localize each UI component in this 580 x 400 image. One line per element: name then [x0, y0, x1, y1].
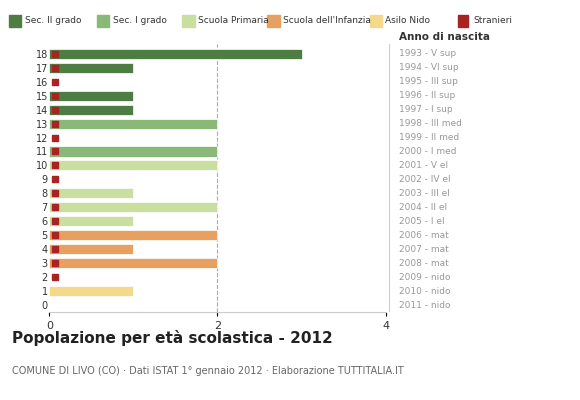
- Text: 1999 - II med: 1999 - II med: [400, 133, 459, 142]
- Bar: [49, 230, 218, 240]
- Text: Popolazione per età scolastica - 2012: Popolazione per età scolastica - 2012: [12, 330, 332, 346]
- FancyBboxPatch shape: [267, 14, 280, 28]
- Text: 2003 - III el: 2003 - III el: [400, 189, 450, 198]
- Text: 1994 - VI sup: 1994 - VI sup: [400, 63, 459, 72]
- Text: 1998 - III med: 1998 - III med: [400, 119, 462, 128]
- Bar: [49, 286, 133, 296]
- FancyBboxPatch shape: [182, 14, 194, 28]
- FancyBboxPatch shape: [458, 14, 468, 28]
- Text: 1997 - I sup: 1997 - I sup: [400, 105, 453, 114]
- Text: 2010 - nido: 2010 - nido: [400, 286, 451, 296]
- Text: 2001 - V el: 2001 - V el: [400, 161, 448, 170]
- Bar: [49, 202, 218, 212]
- Bar: [49, 244, 133, 254]
- Text: 1995 - III sup: 1995 - III sup: [400, 77, 458, 86]
- Text: Sec. II grado: Sec. II grado: [24, 16, 81, 25]
- Text: Stranieri: Stranieri: [474, 16, 513, 25]
- Bar: [49, 49, 302, 59]
- Text: 2005 - I el: 2005 - I el: [400, 217, 445, 226]
- Bar: [49, 258, 218, 268]
- Text: 2006 - mat: 2006 - mat: [400, 231, 449, 240]
- Text: 1993 - V sup: 1993 - V sup: [400, 49, 456, 58]
- Bar: [49, 146, 218, 156]
- Text: 2008 - mat: 2008 - mat: [400, 259, 449, 268]
- Bar: [49, 160, 218, 170]
- Bar: [49, 63, 133, 73]
- Text: Sec. I grado: Sec. I grado: [113, 16, 166, 25]
- Bar: [49, 104, 133, 115]
- Text: COMUNE DI LIVO (CO) · Dati ISTAT 1° gennaio 2012 · Elaborazione TUTTITALIA.IT: COMUNE DI LIVO (CO) · Dati ISTAT 1° genn…: [12, 366, 403, 376]
- FancyBboxPatch shape: [369, 14, 382, 28]
- Text: 2000 - I med: 2000 - I med: [400, 147, 457, 156]
- FancyBboxPatch shape: [97, 14, 109, 28]
- Text: 1996 - II sup: 1996 - II sup: [400, 91, 456, 100]
- Bar: [49, 188, 133, 198]
- Text: Scuola Primaria: Scuola Primaria: [198, 16, 269, 25]
- Text: Scuola dell'Infanzia: Scuola dell'Infanzia: [283, 16, 371, 25]
- Text: 2007 - mat: 2007 - mat: [400, 245, 449, 254]
- Text: 2004 - II el: 2004 - II el: [400, 203, 448, 212]
- Text: 2009 - nido: 2009 - nido: [400, 273, 451, 282]
- Text: 2002 - IV el: 2002 - IV el: [400, 175, 451, 184]
- Bar: [49, 91, 133, 101]
- Bar: [49, 118, 218, 128]
- FancyBboxPatch shape: [9, 14, 21, 28]
- Text: 2011 - nido: 2011 - nido: [400, 300, 451, 310]
- Text: Asilo Nido: Asilo Nido: [386, 16, 430, 25]
- Bar: [49, 216, 133, 226]
- Text: Anno di nascita: Anno di nascita: [400, 32, 490, 42]
